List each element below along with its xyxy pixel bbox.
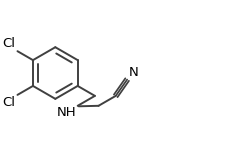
Text: Cl: Cl	[2, 96, 15, 109]
Text: NH: NH	[57, 106, 77, 119]
Text: Cl: Cl	[2, 37, 15, 50]
Text: N: N	[129, 66, 139, 79]
